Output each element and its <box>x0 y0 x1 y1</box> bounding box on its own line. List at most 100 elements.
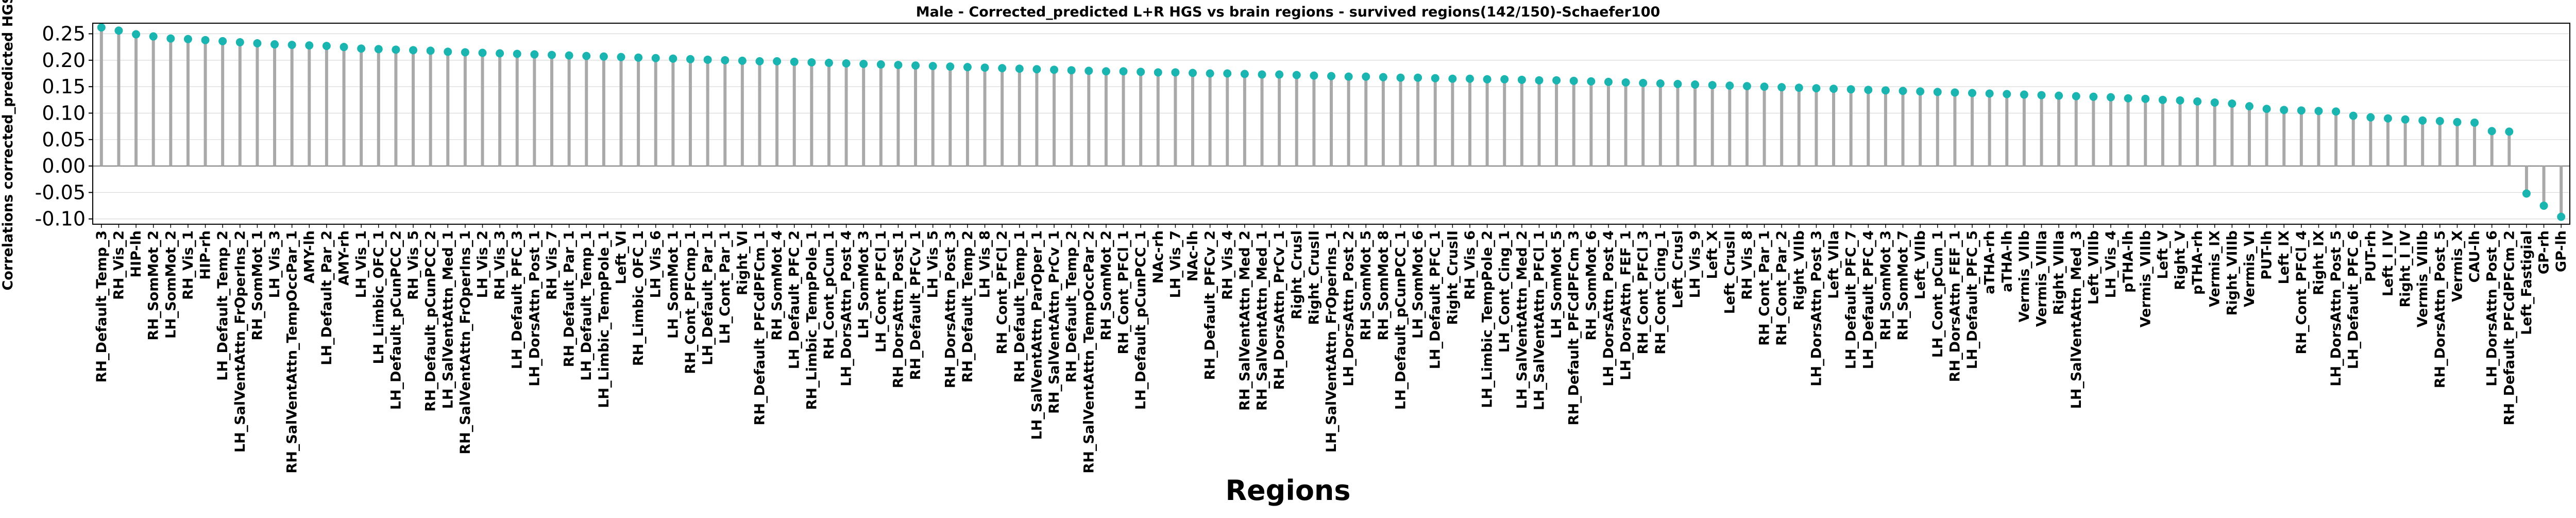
lollipop-marker <box>946 62 955 71</box>
x-tick-label: LH_SomMot_5 <box>1549 230 1565 339</box>
lollipop-marker <box>2037 91 2046 99</box>
x-tick-label: Right_CrusII <box>1306 230 1322 325</box>
lollipop-marker <box>1656 79 1665 88</box>
lollipop-marker <box>2228 99 2236 108</box>
lollipop-marker <box>322 42 331 51</box>
x-tick-label: RH_SomMot_6 <box>1583 230 1599 341</box>
x-tick-label: LH_Vis_5 <box>925 230 941 298</box>
lollipop-marker <box>998 64 1007 73</box>
lollipop-marker <box>1500 75 1509 83</box>
x-tick-label: RH_SomMot_2 <box>1098 230 1114 341</box>
lollipop-marker <box>392 45 400 54</box>
lollipop-marker <box>651 54 660 62</box>
lollipop-marker <box>1431 74 1439 82</box>
lollipop-marker <box>444 47 452 56</box>
x-tick-label: RH_Default_PFCv_1 <box>908 230 924 380</box>
y-tick-label: 0.00 <box>42 155 86 177</box>
x-tick-label: LH_SalVentAttn_FrOperIns_2 <box>232 230 248 453</box>
lollipop-marker <box>201 36 210 44</box>
lollipop-marker <box>911 61 920 70</box>
x-tick-label: LH_SalVentAttn_Med_1 <box>440 230 456 409</box>
lollipop-marker <box>1240 70 1249 78</box>
lollipop-marker <box>1985 89 1994 98</box>
lollipop-marker <box>1742 82 1751 91</box>
x-tick-label: LH_Vis_1 <box>353 230 369 298</box>
x-tick-label: RH_SomMot_3 <box>1878 230 1894 341</box>
x-tick-label: Left_VIIa <box>1826 230 1842 299</box>
lollipop-marker <box>461 48 469 57</box>
lollipop-marker <box>2332 107 2341 116</box>
x-tick-label: LH_SomMot_2 <box>163 230 179 339</box>
x-tick-label: Left_VIIb <box>1912 230 1928 299</box>
x-tick-label: CAU-lh <box>2467 230 2483 283</box>
x-tick-label: LH_SalVentAttn_Med_3 <box>2069 230 2084 409</box>
x-tick-label: LH_Default_pCunPCC_1 <box>1393 230 1409 410</box>
x-tick-label: RH_Cont_Par_1 <box>1757 230 1773 346</box>
lollipop-marker <box>773 57 782 65</box>
lollipop-marker <box>1344 72 1353 81</box>
lollipop-marker <box>2366 113 2375 122</box>
lollipop-marker <box>2158 95 2167 104</box>
lollipop-marker <box>617 53 625 61</box>
lollipop-marker <box>1327 72 1335 80</box>
lollipop-marker <box>2089 92 2098 101</box>
lollipop-marker <box>1292 71 1301 79</box>
y-tick-label: -0.10 <box>35 208 86 230</box>
x-tick-label: RH_SomMot_1 <box>249 230 265 341</box>
x-tick-label: NAc-rh <box>1150 230 1166 283</box>
x-tick-label: LH_DorsAttn_Post_6 <box>2484 230 2500 387</box>
lollipop-marker <box>2020 90 2028 99</box>
lollipop-marker <box>2210 98 2219 107</box>
x-tick-label: LH_SalVentAttn_ParOper_1 <box>1029 230 1045 440</box>
x-tick-label: LH_Vis_6 <box>648 230 664 298</box>
x-tick-label: PUT-rh <box>2363 230 2379 282</box>
lollipop-marker <box>1258 70 1266 79</box>
x-tick-label: LH_DorsAttn_FEF_1 <box>1618 230 1634 380</box>
lollipop-marker <box>183 35 192 43</box>
x-tick-label: PUT-lh <box>2259 230 2275 280</box>
x-tick-label: LH_DorsAttn_Post_1 <box>527 230 543 387</box>
lollipop-marker <box>894 61 903 70</box>
lollipop-marker <box>547 51 556 59</box>
x-tick-label: RH_Default_PFCv_2 <box>1202 230 1218 380</box>
lollipop-marker <box>1050 65 1059 74</box>
x-tick-label: LH_Limbic_OFC_1 <box>371 230 387 364</box>
lollipop-marker <box>1206 69 1214 78</box>
x-tick-label: AMY-lh <box>301 230 317 283</box>
x-tick-label: LH_Default_PFC_2 <box>787 230 803 369</box>
y-axis-ticks: 0.25 0.20 0.15 0.10 0.05 0.00 -0.05 -0.10 <box>35 23 93 230</box>
lollipop-marker <box>1604 77 1613 86</box>
lollipop-marker <box>1899 87 1907 95</box>
x-tick-label: LH_Default_PFC_3 <box>510 230 526 369</box>
x-tick-label: LH_Vis_8 <box>977 230 993 298</box>
lollipop-marker <box>824 58 833 67</box>
lollipop-marker <box>1154 68 1162 77</box>
lollipop-marker <box>738 56 747 65</box>
x-axis-label: Regions <box>1225 474 1350 507</box>
x-tick-label: RH_Default_Par_1 <box>562 230 578 367</box>
x-tick-label: RH_Vis_7 <box>544 230 560 300</box>
lollipop-marker <box>340 43 348 52</box>
x-tick-label: LH_Cont_PFCl_1 <box>873 230 889 353</box>
lollipop-marker <box>565 51 573 60</box>
x-tick-label: Left_IX <box>2276 230 2292 285</box>
x-tick-label: GP-rh <box>2536 230 2552 274</box>
lollipop-marker <box>1673 80 1682 89</box>
lollipop-marker <box>2297 106 2306 115</box>
x-tick-label: LH_DorsAttn_Post_2 <box>1341 230 1357 387</box>
y-tick-label: -0.05 <box>35 181 86 204</box>
lollipop-marker <box>2418 116 2427 125</box>
x-tick-label: RH_Vis_6 <box>1462 230 1478 300</box>
x-tick-label: RH_Vis_1 <box>180 230 196 300</box>
lollipop-marker <box>253 39 262 47</box>
x-tick-label: RH_SomMot_7 <box>1895 230 1911 341</box>
x-tick-label: Right_VI <box>735 230 751 295</box>
lollipop-markers <box>97 23 2566 221</box>
x-tick-label: Vermis_X <box>2449 230 2465 302</box>
x-tick-label: RH_Limbic_OFC_1 <box>631 230 647 366</box>
x-tick-label: RH_Cont_pCun_1 <box>821 230 837 360</box>
lollipop-marker <box>1414 73 1422 82</box>
x-tick-label: RH_SomMot_5 <box>1358 230 1374 341</box>
x-tick-label: RH_Cont_PFCl_1 <box>1116 230 1132 354</box>
lollipop-marker <box>1968 89 1977 97</box>
